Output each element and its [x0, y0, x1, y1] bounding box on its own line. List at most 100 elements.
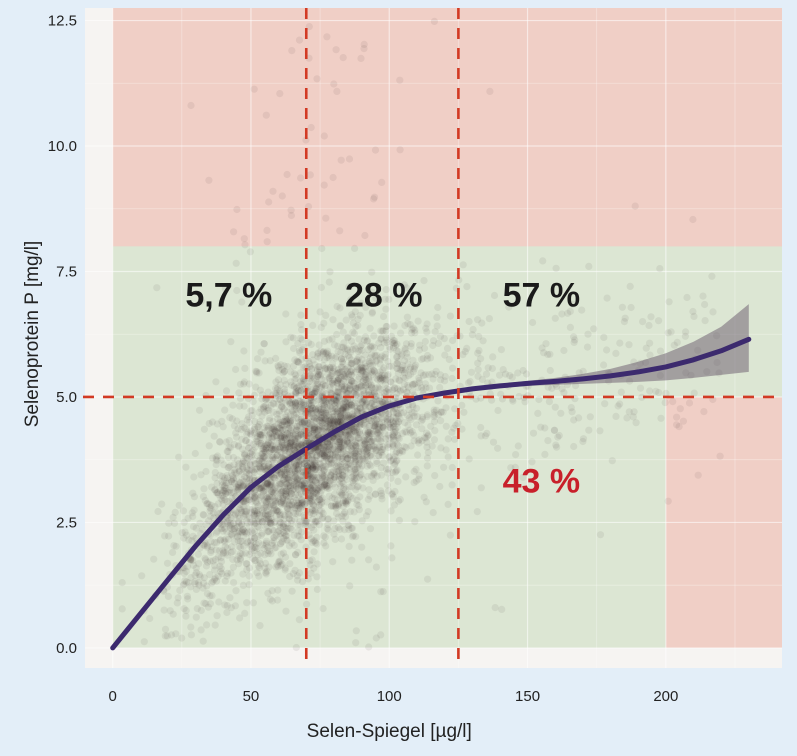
scatter-point	[212, 461, 220, 469]
scatter-point	[325, 417, 333, 425]
scatter-point	[255, 484, 263, 492]
scatter-point	[192, 613, 200, 621]
scatter-point	[256, 418, 264, 426]
scatter-point	[237, 508, 245, 516]
scatter-point	[321, 451, 329, 460]
scatter-point	[194, 550, 202, 558]
scatter-point	[320, 532, 328, 540]
scatter-point	[292, 405, 300, 413]
scatter-point	[316, 410, 324, 418]
scatter-point	[367, 344, 375, 352]
scatter-point	[414, 317, 422, 325]
scatter-point	[328, 398, 336, 406]
scatter-point	[363, 453, 371, 461]
scatter-point	[153, 284, 161, 292]
scatter-point	[689, 215, 697, 224]
scatter-point	[400, 366, 408, 374]
scatter-point	[358, 517, 366, 525]
scatter-point	[300, 419, 308, 427]
scatter-point	[346, 434, 354, 442]
scatter-point	[290, 463, 298, 471]
scatter-point	[328, 405, 336, 413]
scatter-point	[241, 458, 249, 466]
scatter-point	[237, 543, 245, 552]
scatter-point	[376, 368, 384, 376]
scatter-point	[232, 587, 240, 595]
scatter-point	[275, 527, 283, 535]
scatter-point	[267, 501, 275, 509]
scatter-point	[277, 550, 285, 558]
scatter-point	[403, 428, 411, 436]
scatter-point	[267, 483, 276, 491]
scatter-point	[541, 424, 549, 432]
scatter-point	[329, 363, 337, 372]
scatter-point	[375, 371, 383, 379]
scatter-point	[300, 418, 308, 426]
scatter-point	[279, 418, 287, 426]
scatter-point	[448, 481, 456, 489]
scatter-point	[334, 502, 342, 510]
scatter-point	[254, 437, 262, 445]
scatter-point	[390, 442, 398, 450]
scatter-point	[388, 490, 396, 498]
scatter-point	[250, 429, 258, 437]
scatter-point	[343, 439, 351, 447]
scatter-point	[286, 417, 294, 425]
scatter-point	[245, 477, 253, 485]
scatter-point	[372, 445, 380, 453]
scatter-point	[313, 366, 322, 374]
scatter-point	[278, 471, 286, 479]
scatter-point	[286, 431, 294, 439]
scatter-point	[315, 410, 323, 418]
scatter-point	[335, 439, 343, 447]
scatter-point	[401, 419, 409, 427]
scatter-point	[345, 430, 354, 438]
scatter-point	[289, 444, 297, 452]
scatter-point	[315, 371, 323, 379]
scatter-point	[318, 414, 326, 422]
scatter-point	[428, 442, 436, 450]
scatter-point	[321, 478, 329, 486]
scatter-point	[320, 181, 328, 189]
scatter-point	[344, 496, 352, 504]
scatter-point	[391, 341, 400, 350]
scatter-point	[237, 479, 245, 487]
scatter-point	[283, 520, 291, 528]
scatter-point	[293, 460, 301, 468]
scatter-point	[360, 446, 368, 454]
scatter-point	[427, 422, 435, 430]
scatter-point	[626, 377, 634, 385]
scatter-point	[442, 404, 450, 412]
scatter-point	[364, 495, 372, 504]
scatter-point	[345, 385, 354, 393]
scatter-point	[297, 441, 305, 449]
scatter-point	[291, 399, 299, 407]
scatter-point	[272, 445, 280, 453]
scatter-point	[379, 327, 387, 335]
scatter-point	[290, 411, 298, 419]
scatter-point	[286, 405, 295, 413]
scatter-point	[378, 489, 386, 497]
scatter-point	[263, 493, 272, 502]
scatter-point	[626, 282, 634, 290]
scatter-point	[291, 400, 299, 408]
scatter-point	[334, 347, 342, 355]
scatter-point	[278, 403, 286, 411]
scatter-point	[411, 363, 419, 371]
x-tick-label: 150	[515, 688, 540, 705]
scatter-point	[264, 480, 272, 488]
scatter-point	[234, 536, 242, 545]
scatter-point	[335, 476, 343, 484]
scatter-point	[314, 492, 322, 500]
scatter-point	[351, 449, 359, 457]
scatter-point	[229, 401, 237, 409]
scatter-point	[245, 439, 253, 447]
scatter-point	[265, 461, 273, 469]
scatter-point	[232, 365, 240, 374]
scatter-point	[291, 389, 300, 397]
scatter-point	[239, 476, 247, 484]
scatter-point	[378, 352, 386, 360]
scatter-point	[326, 268, 334, 276]
scatter-point	[308, 487, 316, 495]
scatter-point	[238, 459, 246, 468]
